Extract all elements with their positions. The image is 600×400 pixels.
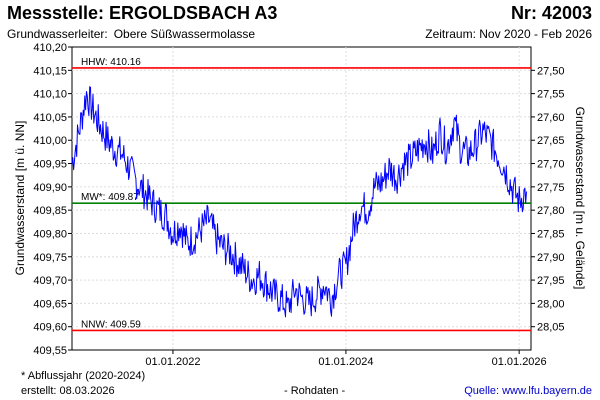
y-tick-label: 409,95 [33,159,67,171]
x-tick-label: 01.01.2022 [145,356,200,368]
station-number: Nr: 42003 [510,3,592,23]
y2-axis-label: Grundwasserstand [m u. Gelände] [573,107,587,290]
y2-tick-label: 27,75 [537,182,565,194]
y-tick-label: 409,65 [33,298,67,310]
reference-label: MW*: 409.87 [81,192,139,203]
x-tick-label: 01.01.2026 [492,356,547,368]
source-link[interactable]: Quelle: www.lfu.bayern.de [464,385,592,397]
y-tick-label: 409,90 [33,182,67,194]
y-tick-label: 410,05 [33,112,67,124]
y-tick-label: 410,20 [33,42,67,54]
footnote: * Abflussjahr (2020-2024) [21,370,146,382]
aquifer-value: Obere Süßwassermolasse [113,27,256,41]
grid [72,47,531,350]
y-tick-label: 409,80 [33,228,67,240]
y-tick-label: 409,70 [33,275,67,287]
period-label: Zeitraum: Nov 2020 - Feb 2026 [425,27,592,41]
reference-label-bg [78,319,140,330]
reference-label: NNW: 409.59 [81,319,141,330]
y2-tick-label: 27,65 [537,135,565,147]
y-axis-label: Grundwasserstand [m ü. NN] [13,121,27,276]
aquifer-info: Grundwasserleiter: Obere Süßwassermolasse [7,27,255,41]
reference-label-bg [78,56,140,67]
y-tick-label: 410,15 [33,65,67,77]
y2-tick-label: 27,80 [537,205,565,217]
raw-data-note: - Rohdaten - [284,385,346,397]
reference-lines: HHW: 410.16 MW*: 409.87 NNW: 409.59 [72,56,531,332]
y-tick-label: 410,00 [33,135,67,147]
y2-tick-label: 27,70 [537,159,565,171]
right-y-axis: 27,50 27,55 27,60 27,65 27,70 27,75 27,80 27,85… [531,65,565,334]
y2-tick-label: 27,95 [537,275,565,287]
y-tick-label: 409,55 [33,345,67,357]
y2-tick-label: 27,50 [537,65,565,77]
y-tick-label: 409,60 [33,322,67,334]
x-tick-label: 01.01.2024 [318,356,373,368]
y2-tick-label: 27,55 [537,89,565,101]
reference-label-bg [78,192,140,203]
y-tick-label: 409,75 [33,252,67,264]
left-y-axis: 410,20 410,15 410,10 410,05 410,00 409,95 409,… [33,42,72,357]
groundwater-level-series [71,86,527,318]
plot-area [71,46,532,351]
y2-tick-label: 28,05 [537,322,565,334]
y2-tick-label: 27,85 [537,228,565,240]
y-tick-label: 410,10 [33,89,67,101]
y2-tick-label: 28,00 [537,298,565,310]
y-tick-label: 409,85 [33,205,67,217]
station-title: Messstelle: ERGOLDSBACH A3 [7,3,278,23]
y2-tick-label: 27,90 [537,252,565,264]
y2-tick-label: 27,60 [537,112,565,124]
created-date: erstellt: 08.03.2026 [21,385,115,397]
aquifer-label: Grundwasserleiter: [7,27,108,41]
x-axis: 01.01.2022 01.01.2024 01.01.2026 [145,350,547,368]
reference-label: HHW: 410.16 [81,57,141,68]
